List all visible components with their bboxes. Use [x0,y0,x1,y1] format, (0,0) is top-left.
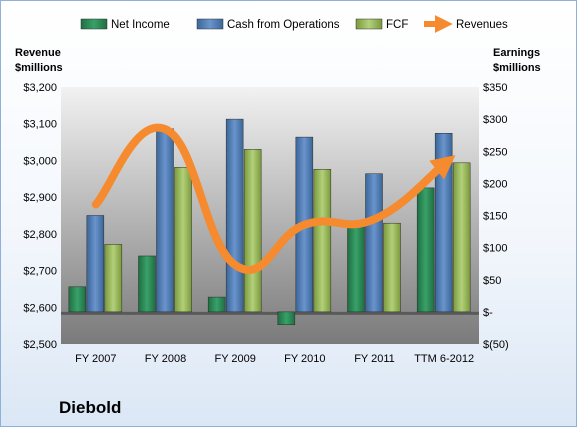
bar-net-income [277,311,296,325]
bar-net-income [138,255,156,313]
left-tick-label: $3,100 [23,119,57,131]
x-tick-label: FY 2010 [284,353,325,365]
right-tick-label: $100 [483,243,507,255]
right-axis-title-line2: $millions [493,62,541,74]
left-tick-label: $2,700 [23,266,57,278]
x-tick-label: FY 2011 [354,353,395,365]
right-tick-label: $200 [483,178,507,190]
bar-fcf [174,167,192,313]
bar-net-income [68,286,87,313]
right-axis-ticks: $(50) $- $50 $100 $150 $200 $250 $300 $350 [483,82,509,351]
left-axis-title-line1: Revenue [15,47,61,59]
legend-fcf-swatch [355,18,383,30]
x-tick-label: FY 2008 [145,353,186,365]
left-axis-title-line2: $millions [15,62,63,74]
bar-cash-from-operations [156,128,174,313]
bar-net-income [207,296,226,313]
right-tick-label: $350 [483,82,507,94]
bar-cash-from-operations [86,215,105,313]
bar-cash-from-operations [225,118,244,313]
left-tick-label: $3,000 [23,155,57,167]
left-tick-label: $2,600 [23,302,57,314]
left-tick-label: $2,900 [23,192,57,204]
legend-net-income: Net Income [111,19,170,31]
bar-fcf [383,222,401,313]
bar-net-income [347,224,365,313]
right-tick-label: $(50) [483,339,509,351]
right-axis-title-line1: Earnings [493,47,540,59]
legend: Net Income Cash from Operations FCF Revenue… [80,15,508,33]
bar-baseline [61,311,479,315]
bar-fcf [313,168,332,313]
legend-cash-from-operations: Cash from Operations [227,19,340,31]
plot-area [61,87,479,344]
right-tick-label: $300 [483,114,507,126]
company-name: Diebold [59,398,121,417]
legend-net-income-swatch [80,18,108,30]
right-tick-label: $- [483,307,493,319]
right-tick-label: $250 [483,146,507,158]
legend-fcf: FCF [386,19,408,31]
x-tick-label: FY 2009 [214,353,255,365]
bar-fcf [104,244,123,313]
bar-net-income [416,187,435,313]
left-axis-ticks: $2,500 $2,600 $2,700 $2,800 $2,900 $3,000 $3,1… [23,82,57,351]
revenue-line [91,123,456,275]
bar-fcf [452,162,471,313]
x-axis-ticks: FY 2007 FY 2008 FY 2009 FY 2010 FY 2011 TTM 6… [75,353,474,365]
left-tick-label: $2,800 [23,229,57,241]
bar-fcf [243,149,262,313]
revenue-line-group [91,123,456,275]
bar-cash-from-operations [434,133,453,313]
x-tick-label: TTM 6-2012 [414,353,474,365]
bars-group [61,118,479,325]
left-tick-label: $3,200 [23,82,57,94]
bar-cash-from-operations [365,173,383,313]
x-tick-label: FY 2007 [75,353,116,365]
right-tick-label: $50 [483,275,501,287]
right-tick-label: $150 [483,211,507,223]
left-tick-label: $2,500 [23,339,57,351]
legend-cash-from-operations-swatch [196,18,224,30]
legend-revenues: Revenues [456,19,508,31]
